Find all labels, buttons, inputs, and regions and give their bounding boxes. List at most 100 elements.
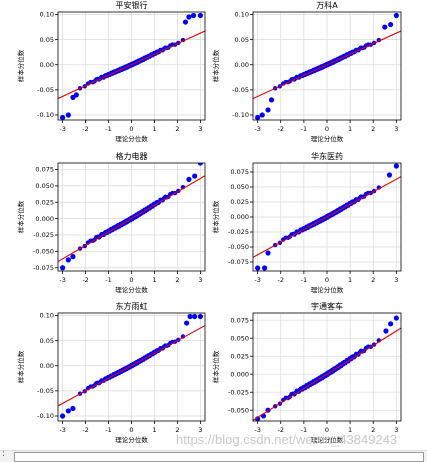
qq-tail-point <box>190 12 197 19</box>
x-tick-label: -2 <box>278 426 284 434</box>
x-tick-label: 2 <box>175 276 179 284</box>
x-tick-label: -1 <box>301 276 307 284</box>
x-tick-label: 3 <box>198 426 202 434</box>
qq-tail-point <box>261 265 268 271</box>
y-tick-label: 0.050 <box>230 183 249 191</box>
x-tick-label: -1 <box>105 426 111 434</box>
qq-tail-point <box>186 176 192 182</box>
qq-tail-point <box>182 19 189 25</box>
qq-tail-point <box>265 107 271 113</box>
x-tick-label: 0 <box>325 426 329 434</box>
x-tick-label: -3 <box>254 276 260 284</box>
qq-tail-point <box>265 250 271 256</box>
x-tick-label: 2 <box>371 125 375 133</box>
qq-tail-point <box>382 24 388 30</box>
qq-tail-point <box>197 163 204 166</box>
qq-tail-point <box>70 405 76 412</box>
y-tick-label: -0.050 <box>228 243 249 251</box>
qq-tail-point <box>65 112 71 118</box>
qq-tail-point <box>387 321 394 327</box>
qq-subplot-6: -3 -2 -1 0 1 2 3 -0.050 -0.025 0.000 0.025 0.050 0.0… <box>211 301 402 444</box>
x-tick-label: 2 <box>371 426 375 434</box>
y-tick-label: 0.10 <box>235 11 249 19</box>
y-tick-label: -0.025 <box>228 388 249 396</box>
x-axis-label: 理论分位数 <box>115 435 148 444</box>
qq-subplot-4: -3 -2 -1 0 1 2 3 -0.075 -0.050 -0.025 0.000 0.025 0.… <box>211 151 402 294</box>
fit-line <box>253 30 401 100</box>
data-layer <box>253 315 401 421</box>
y-tick-label: -0.025 <box>228 228 249 236</box>
x-tick-label: -2 <box>278 276 284 284</box>
subplot-title: 格力电器 <box>116 151 148 161</box>
y-tick-label: 0.00 <box>235 61 249 69</box>
subplot-title: 华东医药 <box>311 151 343 161</box>
x-axis-label: 理论分位数 <box>115 285 148 294</box>
x-tick-label: 0 <box>129 125 133 133</box>
y-tick-label: 0.05 <box>40 337 54 345</box>
y-tick-label: -0.05 <box>37 86 54 94</box>
x-axis-label: 理论分位数 <box>311 285 344 294</box>
y-tick-label: -0.075 <box>33 264 54 272</box>
y-tick-label: 0.10 <box>40 11 54 19</box>
x-tick-label: -2 <box>278 125 284 133</box>
x-tick-label: -1 <box>105 276 111 284</box>
x-tick-label: -2 <box>82 276 88 284</box>
qq-tail-point <box>393 163 399 169</box>
qq-tail-point <box>255 265 261 271</box>
y-tick-label: -0.10 <box>232 111 249 119</box>
y-tick-label: -0.050 <box>228 406 249 414</box>
qq-tail-point <box>65 408 71 414</box>
y-tick-label: 0.050 <box>35 182 54 190</box>
y-tick-label: 0.000 <box>230 213 249 221</box>
x-axis-label: 理论分位数 <box>115 134 148 143</box>
subplot-title: 万科A <box>316 0 338 10</box>
x-tick-label: 1 <box>348 426 352 434</box>
y-tick-label: 0.025 <box>35 198 54 206</box>
qq-tail-point <box>192 313 198 320</box>
fit-line <box>253 176 401 258</box>
y-tick-label: -0.05 <box>37 387 54 395</box>
y-tick-label: 0.000 <box>35 215 54 223</box>
watermark-text: https://blog.csdn.net/weixin_43849243 <box>176 432 398 447</box>
fit-line <box>58 175 205 263</box>
qq-tail-point <box>255 114 261 120</box>
y-tick-label: 0.075 <box>230 316 249 324</box>
qq-subplot-5: -3 -2 -1 0 1 2 3 -0.10 -0.05 0.00 0.05 0.10 东方雨虹理论分位… <box>16 301 206 444</box>
qq-tail-point <box>255 416 261 421</box>
y-tick-label: -0.075 <box>228 258 249 266</box>
qq-subplot-1: -3 -2 -1 0 1 2 3 -0.10 -0.05 0.00 0.05 0.10 平安银行理论分位… <box>16 0 206 143</box>
y-tick-label: 0.00 <box>40 61 54 69</box>
y-tick-label: 0.025 <box>230 352 249 360</box>
x-tick-label: -1 <box>301 125 307 133</box>
x-tick-label: 2 <box>175 125 179 133</box>
x-tick-label: 1 <box>152 125 156 133</box>
qq-tail-point <box>259 112 265 118</box>
y-tick-label: 0.050 <box>230 334 249 342</box>
y-tick-label: -0.10 <box>37 111 54 119</box>
y-axis-label: 样本分位数 <box>16 200 25 233</box>
qq-tail-point <box>186 14 192 20</box>
subplot-title: 宇通客车 <box>311 301 343 311</box>
y-axis-label: 样本分位数 <box>211 49 220 82</box>
x-tick-label: 3 <box>198 125 202 133</box>
qq-tail-point <box>197 313 204 320</box>
data-layer <box>58 12 205 120</box>
x-axis-label: 理论分位数 <box>311 134 344 143</box>
y-tick-label: -0.05 <box>232 86 249 94</box>
qq-tail-point <box>59 114 66 120</box>
y-axis-label: 样本分位数 <box>16 350 25 383</box>
y-tick-label: 0.075 <box>35 166 54 174</box>
y-tick-label: 0.00 <box>40 362 54 370</box>
x-tick-label: 3 <box>394 276 398 284</box>
x-tick-label: -1 <box>301 426 307 434</box>
x-tick-label: 3 <box>198 276 202 284</box>
fit-line <box>58 30 205 100</box>
y-tick-label: 0.025 <box>230 198 249 206</box>
y-tick-label: 0.000 <box>230 370 249 378</box>
qq-tail-point <box>73 92 79 98</box>
qq-tail-point <box>386 172 393 178</box>
qq-tail-point <box>192 173 198 179</box>
x-tick-label: -3 <box>59 276 65 284</box>
y-tick-label: 0.10 <box>40 312 54 320</box>
